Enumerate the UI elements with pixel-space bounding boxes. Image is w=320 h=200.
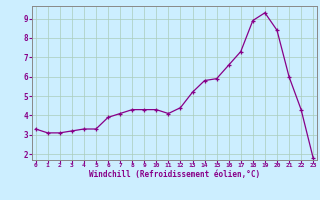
X-axis label: Windchill (Refroidissement éolien,°C): Windchill (Refroidissement éolien,°C) xyxy=(89,170,260,179)
